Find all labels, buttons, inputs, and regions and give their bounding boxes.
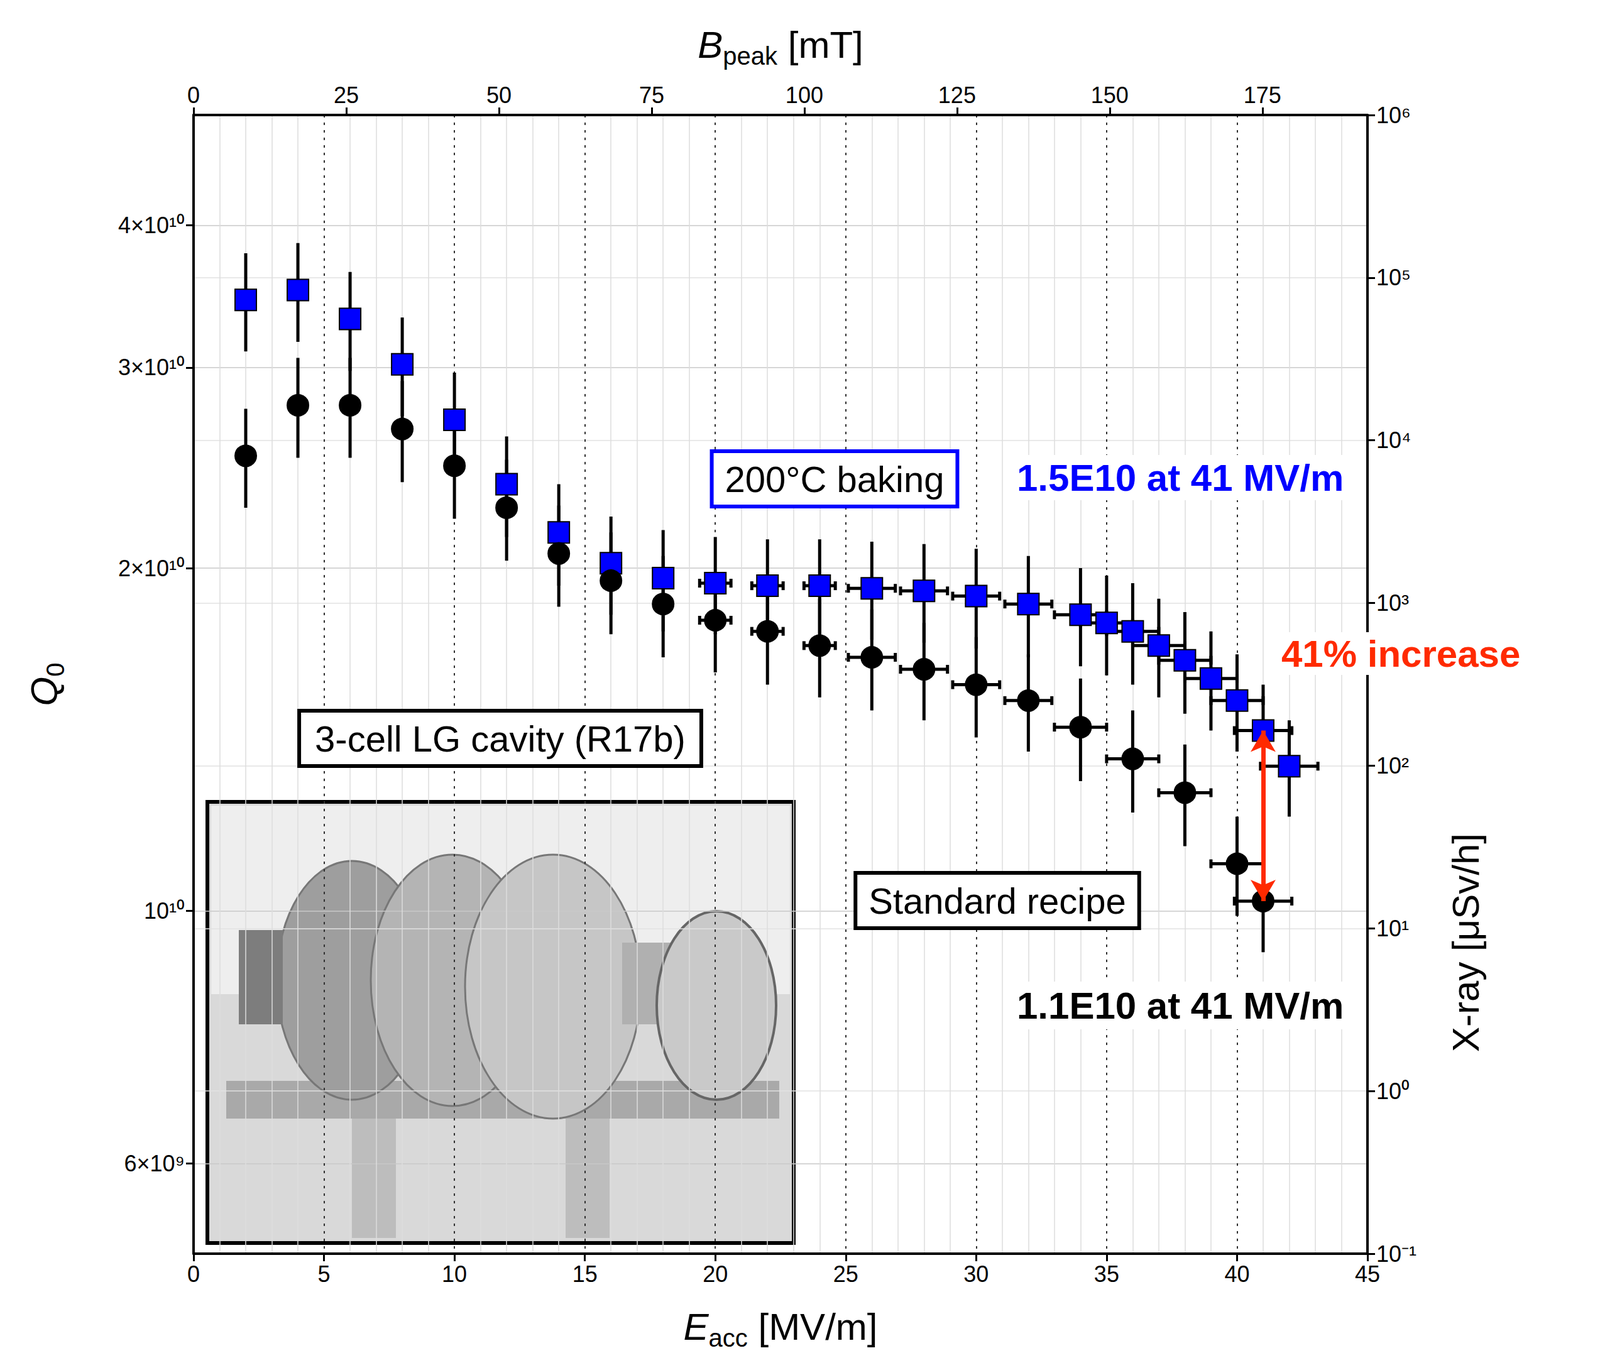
svg-text:10⁴: 10⁴ — [1376, 427, 1412, 454]
svg-text:6×10⁹: 6×10⁹ — [123, 1150, 185, 1177]
svg-text:25: 25 — [833, 1261, 859, 1288]
svg-text:125: 125 — [938, 82, 976, 109]
svg-text:35: 35 — [1094, 1261, 1120, 1288]
svg-text:0: 0 — [41, 663, 70, 677]
svg-text:[mT]: [mT] — [777, 23, 864, 66]
svg-text:Standard recipe: Standard recipe — [868, 880, 1126, 922]
svg-text:10: 10 — [441, 1261, 467, 1288]
svg-text:5: 5 — [317, 1261, 331, 1288]
svg-text:2×10¹⁰: 2×10¹⁰ — [118, 555, 185, 582]
svg-text:peak: peak — [722, 42, 779, 70]
svg-text:Q: Q — [23, 676, 66, 707]
svg-text:10⁵: 10⁵ — [1376, 264, 1411, 291]
svg-text:[MV/m]: [MV/m] — [747, 1305, 878, 1348]
svg-text:0: 0 — [187, 1261, 200, 1288]
svg-text:40: 40 — [1224, 1261, 1250, 1288]
svg-text:10⁻¹: 10⁻¹ — [1376, 1241, 1417, 1267]
svg-text:4×10¹⁰: 4×10¹⁰ — [118, 212, 185, 239]
svg-text:10⁶: 10⁶ — [1376, 102, 1411, 129]
svg-text:10³: 10³ — [1376, 590, 1409, 616]
svg-text:20: 20 — [702, 1261, 728, 1288]
svg-text:10¹: 10¹ — [1376, 915, 1409, 942]
svg-text:3×10¹⁰: 3×10¹⁰ — [118, 354, 185, 381]
svg-text:10⁰: 10⁰ — [1376, 1078, 1410, 1105]
svg-text:30: 30 — [963, 1261, 989, 1288]
svg-text:50: 50 — [486, 82, 512, 109]
svg-text:150: 150 — [1090, 82, 1129, 109]
svg-text:1.1E10 at 41 MV/m: 1.1E10 at 41 MV/m — [1016, 984, 1344, 1027]
svg-text:15: 15 — [572, 1261, 598, 1288]
svg-text:75: 75 — [639, 82, 665, 109]
svg-text:X-ray [μSv/h]: X-ray [μSv/h] — [1444, 833, 1487, 1053]
svg-text:acc: acc — [708, 1324, 748, 1352]
svg-text:45: 45 — [1354, 1261, 1381, 1288]
svg-text:200°C baking: 200°C baking — [725, 458, 945, 500]
svg-text:B: B — [697, 23, 723, 66]
svg-text:3-cell LG cavity (R17b): 3-cell LG cavity (R17b) — [314, 718, 686, 760]
svg-text:1.5E10 at 41 MV/m: 1.5E10 at 41 MV/m — [1016, 456, 1344, 499]
svg-text:175: 175 — [1243, 82, 1282, 109]
svg-text:10¹⁰: 10¹⁰ — [143, 898, 185, 924]
svg-text:E: E — [683, 1305, 710, 1348]
svg-text:25: 25 — [333, 82, 359, 109]
svg-text:100: 100 — [785, 82, 824, 109]
svg-text:41% increase: 41% increase — [1281, 632, 1521, 675]
svg-text:10²: 10² — [1376, 752, 1409, 779]
svg-text:0: 0 — [187, 82, 200, 109]
